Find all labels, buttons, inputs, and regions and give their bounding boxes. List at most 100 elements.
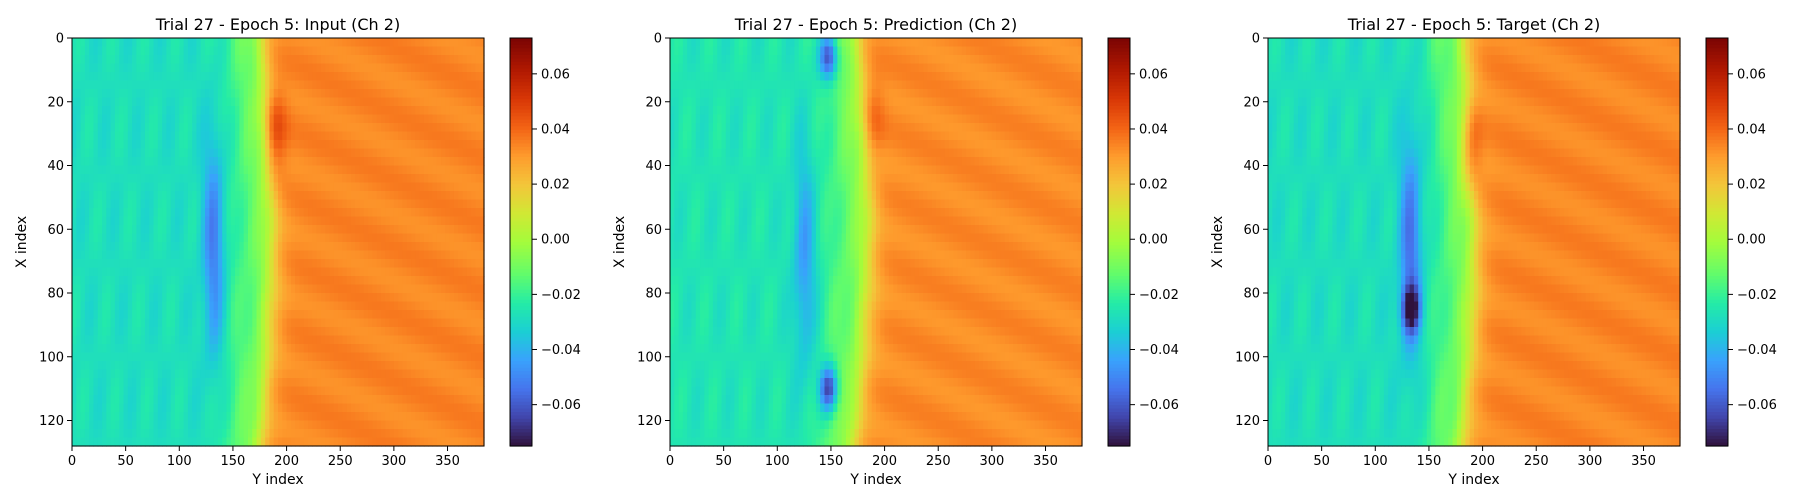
heatmap-cell xyxy=(471,216,477,226)
heatmap-cell xyxy=(290,293,296,303)
heatmap-cell xyxy=(76,378,82,388)
heatmap-cell xyxy=(1030,46,1036,56)
heatmap-cell xyxy=(820,46,826,56)
heatmap-cell xyxy=(260,403,266,413)
heatmap-cell xyxy=(84,225,90,235)
heatmap-cell xyxy=(153,123,159,133)
heatmap-cell xyxy=(436,412,442,422)
heatmap-cell xyxy=(312,199,318,209)
heatmap-cell xyxy=(303,276,309,286)
heatmap-cell xyxy=(445,63,451,73)
heatmap-cell xyxy=(419,352,425,362)
heatmap-cell xyxy=(72,267,77,277)
heatmap-cell xyxy=(325,89,331,99)
heatmap-cell xyxy=(312,310,318,320)
heatmap-cell xyxy=(436,420,442,430)
heatmap-cell xyxy=(381,46,386,56)
heatmap-cell xyxy=(389,46,395,56)
heatmap-cell xyxy=(385,335,391,345)
heatmap-cell xyxy=(84,301,90,311)
heatmap-cell xyxy=(466,72,472,82)
heatmap-cell xyxy=(127,63,133,73)
heatmap-cell xyxy=(132,199,137,209)
heatmap-cell xyxy=(230,429,236,439)
heatmap-cell xyxy=(428,352,434,362)
heatmap-cell xyxy=(149,369,155,379)
heatmap-cell xyxy=(269,63,275,73)
y-tick-label: 120 xyxy=(39,414,64,429)
heatmap-cell xyxy=(140,174,146,184)
heatmap-cell xyxy=(144,148,150,158)
heatmap-cell xyxy=(192,46,198,56)
heatmap-cell xyxy=(123,420,129,430)
heatmap-cell xyxy=(432,216,438,226)
heatmap-cell xyxy=(136,420,142,430)
heatmap-cell xyxy=(295,327,301,337)
heatmap-cell xyxy=(479,233,485,243)
heatmap-cell xyxy=(415,403,421,413)
heatmap-cell xyxy=(209,114,215,124)
heatmap-cell xyxy=(286,199,292,209)
heatmap-cell xyxy=(166,46,172,56)
heatmap-cell xyxy=(389,157,395,167)
heatmap-cell xyxy=(157,233,163,243)
heatmap-cell xyxy=(402,182,408,192)
heatmap-cell xyxy=(286,46,292,56)
heatmap-cell xyxy=(308,157,313,167)
heatmap-cell xyxy=(265,72,271,82)
heatmap-cell xyxy=(368,72,374,82)
heatmap-cell xyxy=(89,80,95,90)
heatmap-cell xyxy=(350,191,356,201)
heatmap-cell xyxy=(462,344,468,354)
heatmap-cell xyxy=(406,395,412,405)
heatmap-cell xyxy=(445,267,451,277)
heatmap-cell xyxy=(282,208,288,218)
heatmap-cell xyxy=(269,208,275,218)
heatmap-cell xyxy=(458,72,464,82)
heatmap-cell xyxy=(119,123,125,133)
heatmap-cell xyxy=(674,38,680,48)
heatmap-cell xyxy=(471,140,477,150)
heatmap-cell xyxy=(162,148,168,158)
heatmap-cell xyxy=(389,437,395,447)
heatmap-cell xyxy=(144,106,150,116)
heatmap-cell xyxy=(350,199,356,209)
heatmap-cell xyxy=(415,106,421,116)
heatmap-cell xyxy=(398,310,404,320)
heatmap-cell xyxy=(312,267,318,277)
heatmap-cell xyxy=(205,199,210,209)
heatmap-cell xyxy=(196,106,202,116)
heatmap-cell xyxy=(389,191,395,201)
heatmap-cell xyxy=(179,259,185,269)
heatmap-cell xyxy=(415,233,421,243)
heatmap-cell xyxy=(235,55,240,65)
heatmap-cell xyxy=(372,46,378,56)
heatmap-cell xyxy=(84,123,90,133)
heatmap-cell xyxy=(179,216,185,226)
heatmap-cell xyxy=(273,352,279,362)
heatmap-cell xyxy=(436,46,442,56)
heatmap-cell xyxy=(286,437,292,447)
heatmap-cell xyxy=(144,276,150,286)
heatmap-cell xyxy=(308,199,313,209)
heatmap-cell xyxy=(93,301,99,311)
heatmap-cell xyxy=(453,199,459,209)
heatmap-cell xyxy=(72,165,77,175)
heatmap-cell xyxy=(308,55,313,65)
heatmap-cell xyxy=(97,378,103,388)
heatmap-cell xyxy=(114,378,120,388)
heatmap-cell xyxy=(363,131,369,141)
heatmap-cell xyxy=(106,148,112,158)
heatmap-cell xyxy=(475,106,481,116)
heatmap-cell xyxy=(398,284,404,294)
heatmap-cell xyxy=(260,157,266,167)
heatmap-cell xyxy=(436,344,442,354)
heatmap-cell xyxy=(127,267,133,277)
heatmap-cell xyxy=(273,233,279,243)
heatmap-cell xyxy=(303,420,309,430)
heatmap-cell xyxy=(346,148,352,158)
heatmap-cell xyxy=(363,208,369,218)
heatmap-cell xyxy=(123,318,129,328)
heatmap-cell xyxy=(290,131,296,141)
heatmap-cell xyxy=(359,191,365,201)
